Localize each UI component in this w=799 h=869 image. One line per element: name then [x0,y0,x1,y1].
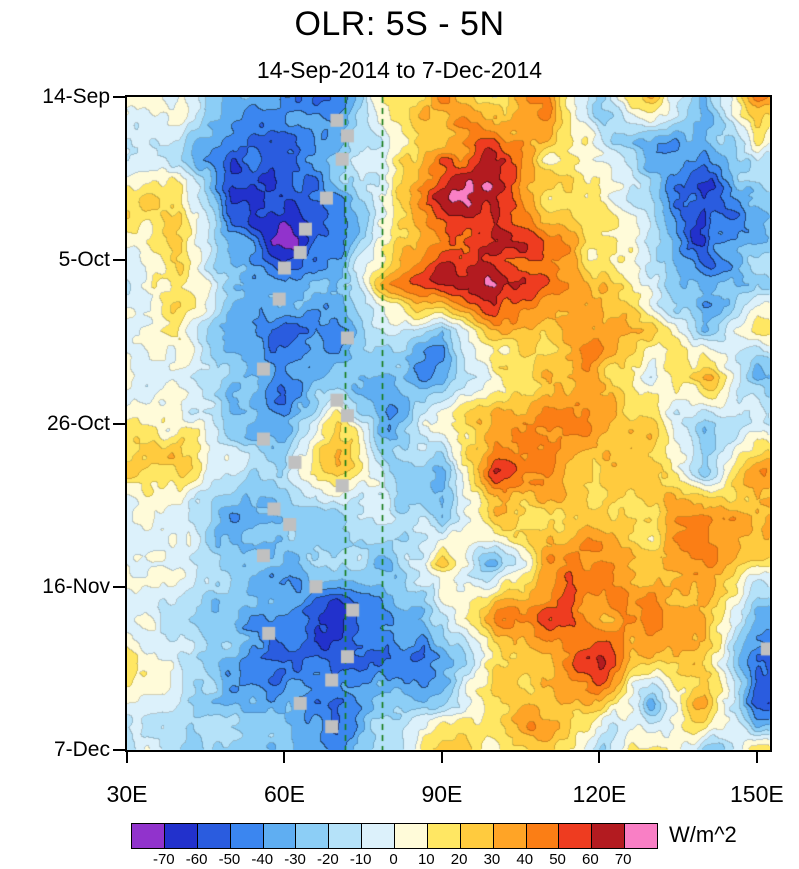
colorbar-tick-label: 70 [614,851,632,868]
colorbar-units-label: W/m^2 [669,822,737,847]
colorbar-box [329,824,363,848]
y-tick-mark [113,585,125,588]
colorbar-tick-label: 60 [582,851,599,868]
colorbar-tick-label: -40 [251,851,274,868]
colorbar-box [164,824,198,848]
x-tick-label: 150E [730,781,784,807]
colorbar-box [592,824,626,848]
colorbar-tick-label: -60 [185,851,208,868]
colorbar-tick-label: -30 [284,851,306,868]
colorbar-tick-label: 10 [417,851,435,868]
colorbar-tick-label: 40 [516,851,534,868]
colorbar-box [625,824,657,848]
colorbar-box [559,824,593,848]
x-tick-mark [440,752,443,763]
x-tick-label: 90E [421,781,463,807]
colorbar-tick-label: -70 [152,851,175,868]
colorbar-tick-label: -10 [349,851,372,868]
colorbar-box [197,824,231,848]
colorbar-box [395,824,428,848]
colorbar-tick-label: 30 [483,851,501,868]
x-tick-mark [598,752,601,763]
x-tick-label: 30E [106,781,148,807]
y-tick-label: 14-Sep [42,85,110,108]
colorbar [131,823,658,849]
x-tick-label: 120E [572,781,627,807]
chart-title: OLR: 5S - 5N [294,5,505,43]
y-tick-mark [113,749,125,751]
hovmoller-field-canvas [125,95,772,752]
chart-subtitle: 14-Sep-2014 to 7-Dec-2014 [256,57,543,83]
y-tick-mark [113,422,125,425]
colorbar-box [493,824,527,848]
y-tick-label: 5-Oct [58,248,110,272]
colorbar-box [263,824,297,848]
colorbar-tick-label: 50 [549,851,566,868]
x-tick-mark [126,752,128,763]
colorbar-tick-label: 20 [450,851,468,868]
y-tick-mark [113,96,125,98]
x-tick-mark [755,752,758,763]
colorbar-box [230,824,264,848]
colorbar-tick-label: 0 [389,851,398,868]
y-tick-label: 16-Nov [42,574,110,598]
x-tick-mark [283,752,286,763]
colorbar-box [132,824,165,848]
colorbar-box [296,824,330,848]
colorbar-box [362,824,395,848]
colorbar-tick-labels: -70 -60 -50 -40 -30 -20 -10 0 10 20 30 40 50 60 70 [131,851,656,869]
colorbar-box [427,824,461,848]
x-tick-label: 60E [264,781,305,807]
colorbar-box [460,824,494,848]
y-tick-mark [113,259,125,262]
y-tick-label: 26-Oct [46,411,110,435]
y-tick-label: 7-Dec [53,738,110,761]
colorbar-tick-label: -50 [218,851,241,868]
colorbar-tick-label: -20 [317,851,339,868]
colorbar-box [526,824,560,848]
